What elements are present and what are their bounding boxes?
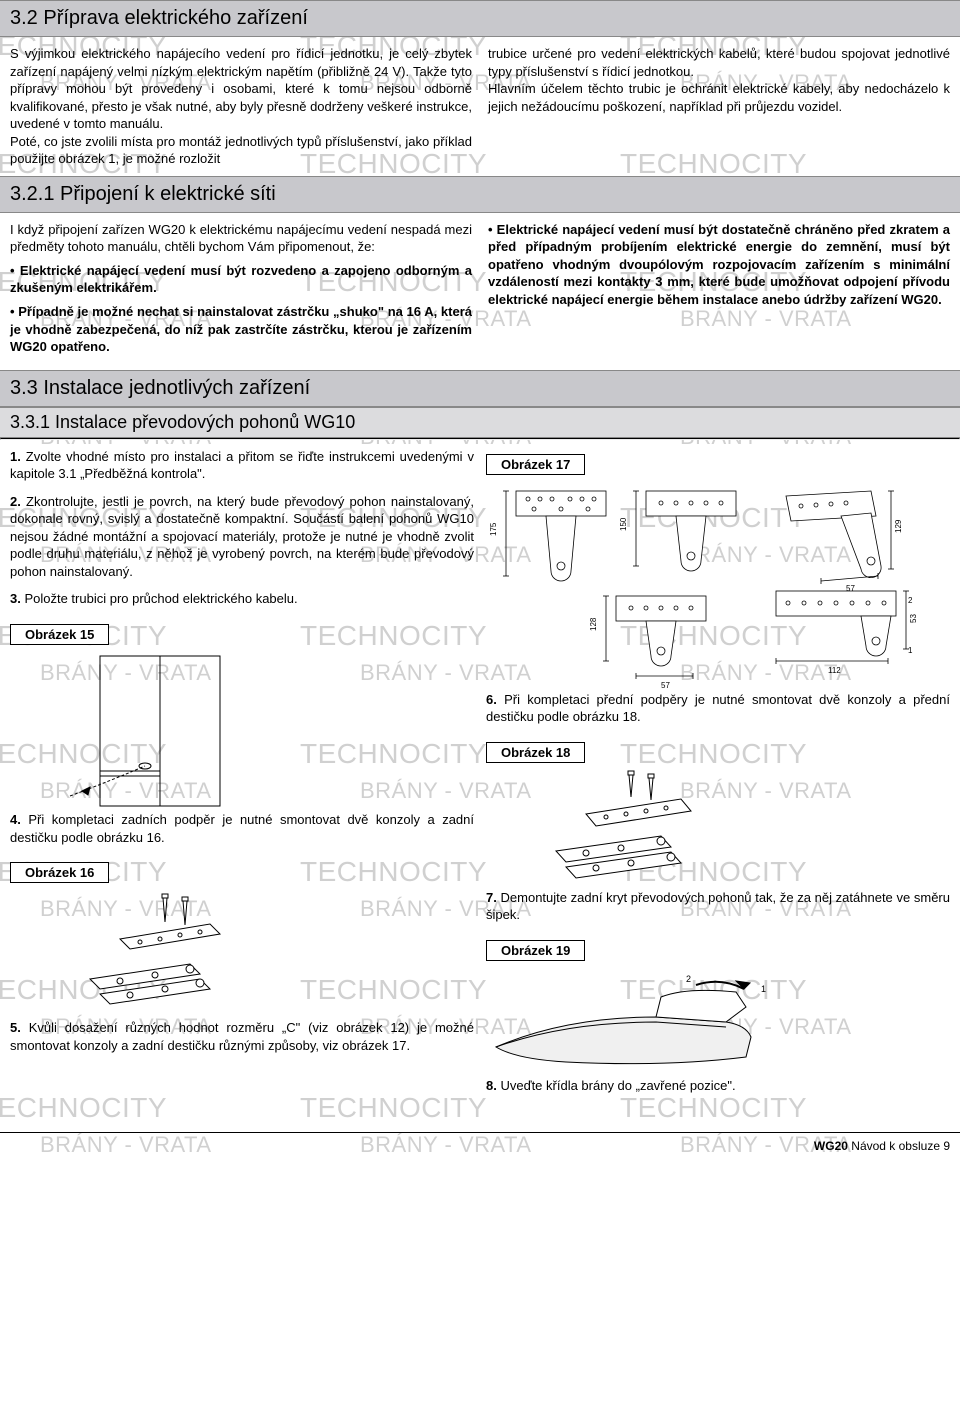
step-8-text: Uveďte křídla brány do „zavřené pozice". (497, 1078, 736, 1093)
section-3-2-1-title: 3.2.1 Připojení k elektrické síti (10, 183, 276, 205)
section-3-3-title: 3.3 Instalace jednotlivých zařízení (10, 377, 310, 399)
bullet-2: • Případně je možné nechat si nainstalov… (10, 303, 472, 356)
figure-16-label: Obrázek 16 (10, 862, 109, 883)
svg-text:112: 112 (828, 666, 841, 675)
section-3-2-1-body: I když připojení zařízen WG20 k elektric… (0, 213, 960, 370)
step-1-text: Zvolte vhodné místo pro instalaci a přit… (10, 449, 474, 482)
bullet-3: • Elektrické napájecí vedení musí být do… (488, 221, 950, 309)
section-3-2-header: 3.2 Příprava elektrického zařízení (0, 0, 960, 37)
section-3-2-left: S výjimkou elektrického napájecího veden… (10, 45, 472, 168)
step-7-text: Demontujte zadní kryt převodových pohonů… (486, 890, 950, 923)
svg-text:2: 2 (686, 974, 691, 984)
step-5: 5. Kvůli dosažení různých hodnot rozměru… (10, 1019, 474, 1054)
section-3-3-header: 3.3 Instalace jednotlivých zařízení (0, 370, 960, 407)
step-2: 2. Zkontrolujte, jestli je povrch, na kt… (10, 493, 474, 581)
svg-text:150: 150 (619, 517, 628, 531)
svg-text:175: 175 (489, 522, 498, 536)
svg-text:57: 57 (661, 681, 670, 690)
section-3-2-1-header: 3.2.1 Připojení k elektrické síti (0, 176, 960, 213)
figure-19-diagram: 2 1 (486, 967, 826, 1077)
step-1: 1. Zvolte vhodné místo pro instalaci a p… (10, 448, 474, 483)
figure-15-diagram (10, 651, 290, 811)
bullet-1: • Elektrické napájecí vedení musí být ro… (10, 262, 472, 297)
step-4: 4. Při kompletaci zadních podpěr je nutn… (10, 811, 474, 846)
page-footer: WG20 Návod k obsluze 9 (0, 1132, 960, 1159)
step-8: 8. Uveďte křídla brány do „zavřené pozic… (486, 1077, 950, 1095)
svg-text:1: 1 (761, 984, 766, 994)
step-7: 7. Demontujte zadní kryt převodových poh… (486, 889, 950, 924)
step-4-text: Při kompletaci zadních podpěr je nutné s… (10, 812, 474, 845)
step-3-text: Položte trubici pro průchod elektrického… (21, 591, 298, 606)
figure-17-label: Obrázek 17 (486, 454, 585, 475)
step-2-text: Zkontrolujte, jestli je povrch, na který… (10, 494, 474, 579)
section-3-2-title: 3.2 Příprava elektrického zařízení (10, 7, 308, 29)
svg-text:53: 53 (909, 613, 918, 622)
step-5-text: Kvůli dosažení různých hodnot rozměru „C… (10, 1020, 474, 1053)
step-3: 3. Položte trubici pro průchod elektrick… (10, 590, 474, 608)
step-6-text: Při kompletaci přední podpěry je nutné s… (486, 692, 950, 725)
svg-text:2: 2 (908, 596, 913, 605)
intro-text: I když připojení zařízen WG20 k elektric… (10, 221, 472, 256)
section-3-2-body: S výjimkou elektrického napájecího veden… (0, 37, 960, 176)
footer-product: WG20 (814, 1139, 848, 1153)
section-3-2-right: trubice určené pro vedení elektrických k… (488, 45, 950, 168)
figure-16-diagram (10, 889, 310, 1019)
section-3-3-1-title: 3.3.1 Instalace převodových pohonů WG10 (10, 412, 355, 432)
figure-15-label: Obrázek 15 (10, 624, 109, 645)
figure-18-diagram (486, 769, 786, 889)
svg-text:128: 128 (589, 617, 598, 631)
figure-17-diagram: 175 150 (486, 481, 946, 691)
section-3-3-1-header: 3.3.1 Instalace převodových pohonů WG10 (0, 407, 960, 438)
figure-19-label: Obrázek 19 (486, 940, 585, 961)
svg-text:129: 129 (894, 519, 903, 533)
install-steps-grid: 1. Zvolte vhodné místo pro instalaci a p… (0, 440, 960, 1113)
step-6: 6. Při kompletaci přední podpěry je nutn… (486, 691, 950, 726)
footer-text: Návod k obsluze 9 (848, 1139, 950, 1153)
svg-text:1: 1 (908, 646, 913, 655)
figure-18-label: Obrázek 18 (486, 742, 585, 763)
